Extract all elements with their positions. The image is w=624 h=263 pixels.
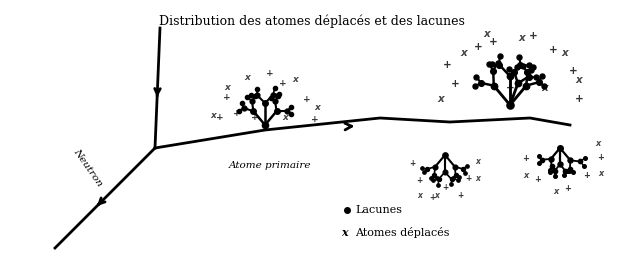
- Text: +: +: [534, 175, 541, 184]
- Text: x: x: [244, 73, 250, 82]
- Text: x: x: [282, 113, 288, 122]
- Text: +: +: [563, 184, 570, 193]
- Text: x: x: [314, 103, 320, 112]
- Text: +: +: [529, 31, 537, 41]
- Text: +: +: [466, 174, 472, 183]
- Text: x: x: [224, 83, 230, 92]
- Text: +: +: [575, 94, 583, 104]
- Text: x: x: [541, 83, 548, 93]
- Text: +: +: [505, 83, 514, 93]
- Text: x: x: [484, 29, 490, 39]
- Text: x: x: [342, 226, 348, 237]
- Text: x: x: [475, 157, 480, 166]
- Text: +: +: [597, 153, 604, 161]
- Text: +: +: [409, 159, 416, 168]
- Text: +: +: [223, 93, 231, 102]
- Text: Lacunes: Lacunes: [355, 205, 402, 215]
- Text: +: +: [549, 45, 558, 55]
- Text: x: x: [292, 75, 298, 84]
- Text: x: x: [523, 170, 529, 180]
- Text: +: +: [216, 113, 224, 122]
- Text: x: x: [562, 48, 568, 58]
- Text: +: +: [279, 78, 287, 88]
- Text: +: +: [303, 95, 311, 104]
- Text: x: x: [518, 33, 525, 43]
- Text: +: +: [474, 43, 482, 53]
- Text: +: +: [489, 37, 497, 47]
- Text: Atomes déplacés: Atomes déplacés: [355, 226, 449, 237]
- Text: +: +: [522, 154, 529, 163]
- Text: Neutron: Neutron: [72, 148, 104, 189]
- Text: x: x: [461, 48, 467, 58]
- Text: Distribution des atomes déplacés et des lacunes: Distribution des atomes déplacés et des …: [159, 15, 465, 28]
- Text: +: +: [451, 79, 459, 89]
- Text: +: +: [457, 191, 464, 200]
- Text: +: +: [583, 170, 590, 180]
- Text: +: +: [251, 113, 259, 122]
- Text: x: x: [434, 191, 439, 200]
- Text: x: x: [598, 169, 603, 178]
- Text: x: x: [553, 187, 558, 196]
- Text: +: +: [233, 109, 241, 118]
- Text: +: +: [416, 176, 422, 185]
- Text: +: +: [311, 115, 319, 124]
- Text: x: x: [475, 174, 480, 183]
- Text: +: +: [569, 65, 578, 75]
- Text: Atome primaire: Atome primaire: [229, 160, 311, 169]
- Text: x: x: [210, 110, 216, 119]
- Text: x: x: [575, 75, 582, 85]
- Text: +: +: [266, 68, 274, 78]
- Text: +: +: [442, 60, 451, 70]
- Text: x: x: [417, 191, 422, 200]
- Text: +: +: [442, 183, 448, 192]
- Text: x: x: [437, 94, 444, 104]
- Text: +: +: [429, 193, 436, 202]
- Text: x: x: [595, 139, 600, 148]
